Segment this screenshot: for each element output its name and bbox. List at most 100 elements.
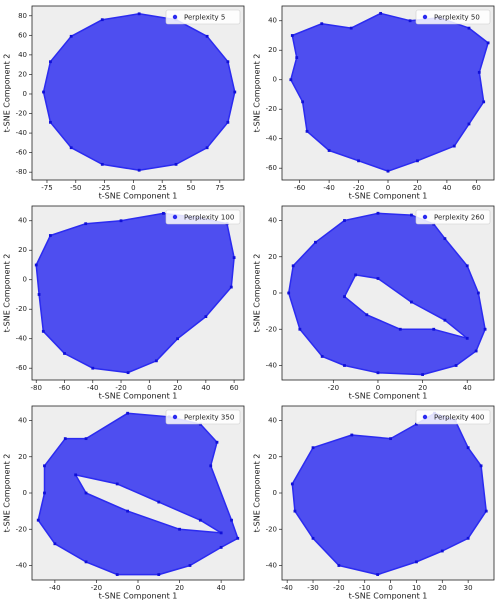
y-tick-label: 0 bbox=[23, 276, 27, 284]
y-tick-label: 40 bbox=[18, 217, 27, 225]
y-tick-label: 20 bbox=[268, 46, 277, 54]
scatter-point bbox=[298, 327, 302, 331]
scatter-point bbox=[357, 159, 360, 163]
scatter-point bbox=[452, 144, 456, 148]
scatter-point bbox=[49, 120, 52, 124]
x-tick-label: -20 bbox=[353, 184, 364, 192]
scatter-point bbox=[376, 371, 380, 375]
scatter-point bbox=[432, 327, 436, 331]
scatter-point bbox=[69, 34, 73, 38]
scatter-point bbox=[410, 213, 413, 217]
y-tick-label: -20 bbox=[16, 525, 27, 533]
scatter-point bbox=[84, 437, 88, 441]
x-tick-label: -30 bbox=[307, 584, 318, 592]
scatter-point bbox=[311, 536, 315, 540]
x-tick-label: 30 bbox=[464, 584, 473, 592]
y-tick-label: -20 bbox=[266, 105, 277, 113]
scatter-point bbox=[465, 264, 469, 268]
y-tick-label: 0 bbox=[23, 489, 27, 497]
legend-marker bbox=[172, 14, 178, 20]
scatter-point bbox=[219, 545, 223, 549]
legend-label: Perplexity 50 bbox=[434, 14, 480, 22]
scatter-point bbox=[205, 146, 209, 150]
x-tick-label: 20 bbox=[438, 584, 447, 592]
x-tick-label: -20 bbox=[115, 384, 126, 392]
scatter-point bbox=[137, 12, 141, 16]
x-axis-label: t-SNE Component 1 bbox=[349, 592, 428, 601]
y-axis-label: t-SNE Component 2 bbox=[3, 254, 12, 333]
legend-label: Perplexity 100 bbox=[184, 214, 234, 222]
scatter-point bbox=[443, 318, 447, 322]
point-cloud bbox=[291, 412, 487, 576]
scatter-point bbox=[115, 482, 119, 486]
y-tick-label: 40 bbox=[268, 17, 277, 25]
scatter-point bbox=[162, 211, 165, 215]
scatter-point bbox=[379, 11, 383, 15]
scatter-point bbox=[466, 536, 470, 540]
x-tick-label: 40 bbox=[442, 184, 451, 192]
y-axis-label: t-SNE Component 2 bbox=[3, 54, 12, 133]
scatter-point bbox=[290, 482, 294, 486]
scatter-point bbox=[226, 120, 230, 124]
y-tick-label: 0 bbox=[273, 289, 277, 297]
legend-marker bbox=[172, 414, 178, 420]
scatter-point bbox=[343, 295, 346, 299]
legend-marker bbox=[422, 214, 428, 220]
scatter-point bbox=[34, 263, 38, 267]
legend-label: Perplexity 260 bbox=[434, 214, 484, 222]
legend-box bbox=[415, 9, 491, 25]
y-tick-label: 20 bbox=[18, 70, 27, 78]
scatter-point bbox=[486, 41, 490, 45]
x-tick-label: -25 bbox=[99, 184, 110, 192]
scatter-point bbox=[137, 168, 141, 172]
scatter-point bbox=[219, 531, 223, 535]
y-tick-label: -40 bbox=[16, 335, 27, 343]
scatter-point bbox=[119, 219, 123, 223]
x-tick-label: -40 bbox=[281, 584, 292, 592]
legend-box bbox=[415, 209, 491, 225]
point-cloud bbox=[35, 212, 235, 374]
scatter-point bbox=[41, 329, 45, 333]
scatter-point bbox=[176, 337, 179, 341]
scatter-point bbox=[74, 473, 78, 477]
x-tick-label: 40 bbox=[463, 384, 472, 392]
y-tick-label: -60 bbox=[266, 164, 277, 172]
x-tick-label: -80 bbox=[31, 384, 42, 392]
x-tick-label: 0 bbox=[388, 584, 392, 592]
scatter-point bbox=[205, 34, 209, 38]
y-tick-label: 20 bbox=[268, 453, 277, 461]
scatter-point bbox=[63, 352, 66, 355]
scatter-point bbox=[320, 22, 324, 26]
scatter-point bbox=[376, 211, 380, 215]
x-tick-label: -75 bbox=[41, 184, 52, 192]
x-tick-label: -40 bbox=[49, 584, 60, 592]
legend-marker bbox=[422, 414, 428, 420]
y-tick-label: -20 bbox=[266, 525, 277, 533]
y-tick-label: 40 bbox=[268, 217, 277, 225]
scatter-point bbox=[327, 149, 331, 152]
y-axis-label: t-SNE Component 2 bbox=[253, 54, 262, 133]
scatter-point bbox=[236, 536, 240, 540]
x-tick-label: -20 bbox=[333, 584, 344, 592]
subplot: -75 -50 -25 0 25 50 75 -80 -60 -40 -20 0 20 40 60 80 t-S… bbox=[3, 5, 245, 201]
scatter-point bbox=[209, 464, 213, 468]
y-tick-label: 20 bbox=[18, 453, 27, 461]
scatter-point bbox=[477, 70, 481, 74]
y-tick-label: -40 bbox=[266, 135, 277, 143]
scatter-point bbox=[479, 464, 483, 468]
x-tick-label: 0 bbox=[147, 384, 151, 392]
scatter-point bbox=[408, 19, 412, 23]
y-tick-label: 40 bbox=[18, 51, 27, 59]
scatter-point bbox=[389, 437, 392, 441]
scatter-point bbox=[91, 366, 95, 370]
scatter-point bbox=[386, 169, 390, 173]
x-tick-label: 0 bbox=[386, 184, 390, 192]
scatter-point bbox=[115, 573, 119, 576]
y-tick-label: 0 bbox=[23, 90, 27, 98]
scatter-point bbox=[305, 129, 309, 133]
x-axis-label: t-SNE Component 1 bbox=[99, 392, 178, 401]
y-tick-label: 80 bbox=[18, 12, 27, 20]
scatter-point bbox=[226, 60, 230, 64]
scatter-point bbox=[290, 34, 294, 37]
scatter-point bbox=[287, 291, 291, 295]
